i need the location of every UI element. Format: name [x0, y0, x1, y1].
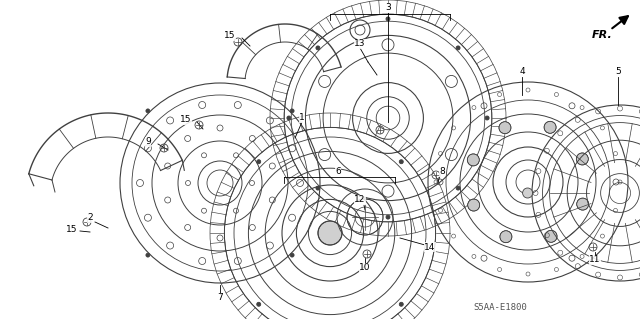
Circle shape — [316, 186, 320, 190]
Text: 8: 8 — [439, 167, 445, 176]
Circle shape — [257, 160, 260, 164]
Text: 6: 6 — [335, 167, 341, 176]
Circle shape — [468, 199, 480, 211]
Circle shape — [456, 186, 460, 190]
Text: 11: 11 — [589, 256, 601, 264]
Circle shape — [316, 46, 320, 50]
Text: 13: 13 — [355, 40, 365, 48]
Circle shape — [290, 253, 294, 257]
Text: 5: 5 — [615, 68, 621, 77]
Circle shape — [576, 153, 588, 165]
Circle shape — [500, 231, 512, 243]
Circle shape — [318, 221, 342, 245]
Text: 7: 7 — [217, 293, 223, 302]
Text: 3: 3 — [385, 4, 391, 12]
Circle shape — [290, 109, 294, 113]
Circle shape — [544, 121, 556, 133]
Text: 12: 12 — [355, 196, 365, 204]
Text: 9: 9 — [145, 137, 151, 146]
Circle shape — [146, 109, 150, 113]
Text: 10: 10 — [359, 263, 371, 272]
Circle shape — [577, 198, 589, 210]
Circle shape — [485, 116, 489, 120]
Text: FR.: FR. — [592, 30, 612, 40]
Circle shape — [399, 160, 403, 164]
Text: 4: 4 — [519, 68, 525, 77]
Circle shape — [399, 302, 403, 306]
Circle shape — [386, 17, 390, 21]
Text: 15: 15 — [224, 32, 236, 41]
Circle shape — [257, 302, 260, 306]
Text: 2: 2 — [87, 213, 93, 222]
Circle shape — [467, 154, 479, 166]
Circle shape — [146, 253, 150, 257]
Text: S5AA-E1800: S5AA-E1800 — [473, 303, 527, 313]
Circle shape — [456, 46, 460, 50]
Circle shape — [287, 116, 291, 120]
Text: 15: 15 — [180, 115, 192, 124]
Text: 1: 1 — [299, 114, 305, 122]
Circle shape — [499, 122, 511, 134]
Text: 3: 3 — [385, 4, 391, 12]
Circle shape — [545, 230, 557, 242]
Circle shape — [523, 188, 532, 198]
Text: 14: 14 — [424, 242, 436, 251]
Text: 15: 15 — [67, 226, 77, 234]
Circle shape — [386, 215, 390, 219]
